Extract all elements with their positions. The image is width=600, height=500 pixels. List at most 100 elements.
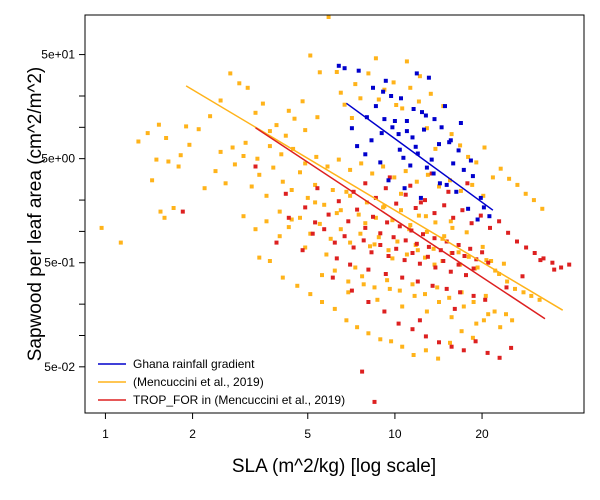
data-point bbox=[315, 115, 320, 120]
data-point bbox=[353, 82, 358, 87]
data-point bbox=[286, 225, 291, 230]
data-point bbox=[255, 156, 260, 161]
data-point bbox=[497, 272, 502, 276]
data-point bbox=[372, 399, 377, 404]
data-point bbox=[552, 267, 557, 272]
data-point bbox=[490, 175, 495, 180]
data-point bbox=[397, 288, 402, 293]
data-point bbox=[334, 256, 339, 261]
data-point bbox=[466, 254, 471, 259]
regression-lines bbox=[185, 85, 564, 320]
data-point bbox=[166, 159, 171, 164]
data-point bbox=[346, 279, 351, 284]
data-point bbox=[441, 259, 446, 263]
data-point bbox=[461, 348, 466, 353]
data-point bbox=[387, 175, 392, 180]
data-point bbox=[260, 101, 265, 106]
data-point bbox=[344, 318, 349, 323]
data-point bbox=[158, 209, 163, 214]
data-point bbox=[501, 261, 506, 266]
data-point bbox=[385, 278, 390, 283]
data-point bbox=[450, 251, 455, 255]
data-point bbox=[466, 206, 471, 211]
data-point bbox=[466, 154, 471, 159]
data-point bbox=[392, 119, 397, 123]
data-point bbox=[253, 164, 258, 169]
data-point bbox=[383, 186, 388, 191]
fit-line bbox=[255, 127, 546, 320]
data-point bbox=[461, 304, 466, 309]
data-point bbox=[267, 259, 272, 263]
legend-label: TROP_FOR in (Mencuccini et al., 2019) bbox=[133, 393, 345, 407]
data-point bbox=[408, 85, 413, 90]
data-point bbox=[237, 81, 242, 86]
data-point bbox=[414, 71, 419, 76]
data-point bbox=[397, 224, 402, 229]
data-point bbox=[383, 272, 388, 276]
data-point bbox=[412, 293, 417, 298]
data-point bbox=[480, 244, 485, 249]
data-point bbox=[232, 162, 237, 167]
data-point bbox=[520, 274, 525, 279]
data-point bbox=[423, 348, 428, 353]
x-axis-title: SLA (m^2/kg) [log scale] bbox=[232, 456, 436, 477]
data-point bbox=[320, 273, 324, 278]
data-point bbox=[392, 175, 397, 180]
data-point bbox=[475, 217, 480, 222]
data-point bbox=[424, 126, 429, 131]
data-point bbox=[436, 356, 441, 361]
data-point bbox=[456, 148, 461, 153]
data-point bbox=[524, 245, 529, 250]
data-point bbox=[390, 218, 395, 223]
series-points bbox=[336, 63, 492, 222]
data-point bbox=[400, 344, 405, 349]
data-point bbox=[449, 132, 454, 137]
data-point bbox=[400, 275, 405, 280]
data-point bbox=[243, 140, 248, 145]
data-point bbox=[208, 114, 213, 119]
data-point bbox=[317, 70, 322, 75]
data-point bbox=[300, 248, 305, 253]
data-point bbox=[448, 178, 452, 183]
data-point bbox=[425, 254, 430, 259]
data-point bbox=[349, 116, 354, 120]
data-point bbox=[425, 172, 430, 177]
y-tick-label: 5e+01 bbox=[41, 48, 75, 62]
data-point bbox=[423, 255, 427, 260]
data-point bbox=[202, 186, 207, 191]
data-point bbox=[308, 292, 313, 297]
data-point bbox=[389, 94, 394, 98]
data-point bbox=[506, 230, 511, 235]
data-point bbox=[538, 258, 543, 263]
data-point bbox=[442, 234, 447, 239]
data-point bbox=[410, 282, 415, 287]
data-point bbox=[176, 164, 181, 169]
data-point bbox=[403, 192, 408, 197]
data-point bbox=[286, 215, 291, 220]
data-point bbox=[465, 181, 470, 186]
data-point bbox=[376, 235, 381, 240]
data-point bbox=[264, 193, 269, 198]
data-point bbox=[433, 220, 438, 225]
data-point bbox=[435, 285, 440, 290]
data-point bbox=[253, 110, 258, 115]
data-point bbox=[271, 165, 276, 170]
data-point bbox=[523, 191, 528, 196]
data-point bbox=[326, 212, 331, 217]
data-point bbox=[529, 293, 534, 298]
data-point bbox=[376, 97, 381, 102]
data-point bbox=[356, 68, 361, 73]
data-point bbox=[458, 290, 463, 295]
data-point bbox=[348, 193, 353, 198]
data-point bbox=[378, 160, 383, 165]
data-point bbox=[315, 186, 320, 191]
data-point bbox=[413, 144, 418, 149]
data-point bbox=[338, 208, 343, 213]
data-point bbox=[154, 157, 159, 162]
data-point bbox=[504, 312, 508, 317]
data-point bbox=[391, 235, 396, 240]
data-point bbox=[567, 262, 572, 267]
data-point bbox=[349, 126, 354, 131]
data-point bbox=[366, 267, 371, 272]
data-point bbox=[366, 300, 371, 304]
